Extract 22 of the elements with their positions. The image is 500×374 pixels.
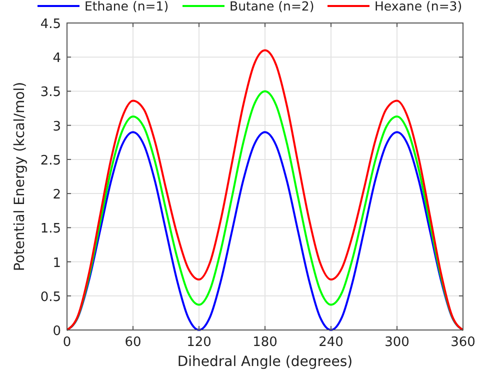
x-tick-label: 60 — [124, 335, 142, 350]
x-tick-label: 300 — [384, 335, 410, 350]
y-tick-label: 0.5 — [40, 290, 61, 305]
y-tick-label: 2 — [52, 188, 61, 203]
y-tick-label: 1.5 — [40, 222, 61, 237]
x-tick-label: 0 — [62, 335, 72, 350]
x-axis-title: Dihedral Angle (degrees) — [177, 354, 353, 370]
y-tick-label: 3 — [52, 119, 61, 134]
legend-label: Ethane (n=1) — [84, 0, 169, 14]
legend-label: Butane (n=2) — [230, 0, 314, 14]
y-tick-label: 1 — [52, 256, 61, 271]
x-tick-label: 180 — [252, 335, 278, 350]
y-tick-label: 3.5 — [40, 85, 61, 100]
x-tick-label: 240 — [318, 335, 344, 350]
legend-label: Hexane (n=3) — [374, 0, 462, 14]
y-tick-label: 4 — [52, 51, 61, 66]
y-axis-title: Potential Energy (kcal/mol) — [12, 82, 28, 272]
y-tick-label: 4.5 — [40, 17, 61, 32]
y-tick-label: 2.5 — [40, 153, 61, 168]
y-tick-label: 0 — [52, 324, 61, 339]
x-tick-label: 120 — [186, 335, 212, 350]
x-tick-label: 360 — [450, 335, 476, 350]
